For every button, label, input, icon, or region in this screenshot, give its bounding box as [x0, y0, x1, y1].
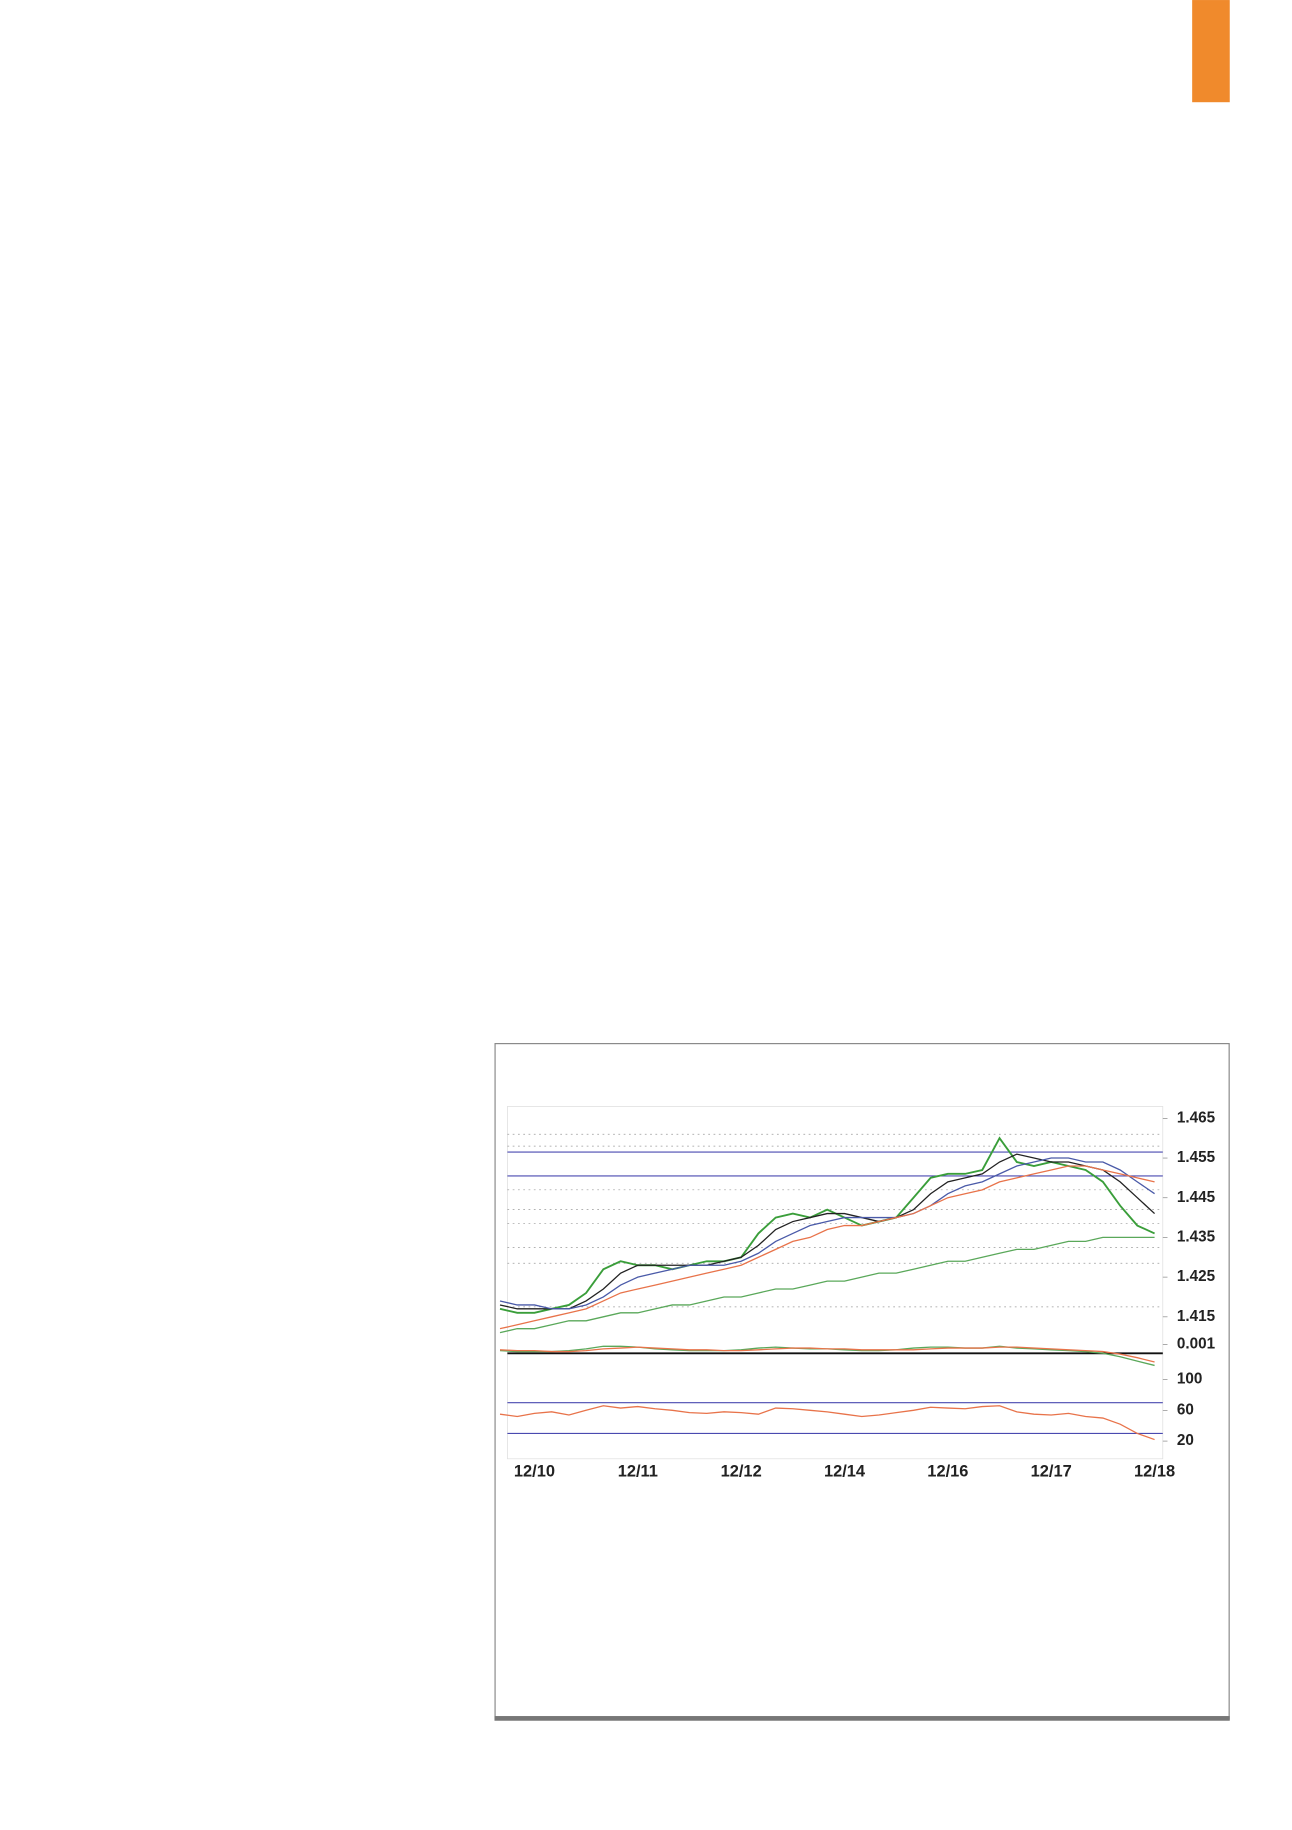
section-tab — [1192, 0, 1230, 103]
y-tick-label: 100 — [1177, 1371, 1202, 1388]
y-tick-label: 20 — [1177, 1432, 1194, 1449]
series-line — [499, 1346, 1155, 1363]
y-tick-label: 1.435 — [1177, 1228, 1216, 1245]
frame-bar — [494, 1716, 1230, 1721]
x-tick-label: 12/16 — [927, 1462, 968, 1480]
y-tick-label: 1.445 — [1177, 1189, 1216, 1206]
series-line — [499, 1405, 1155, 1441]
x-tick-label: 12/14 — [824, 1462, 866, 1480]
y-tick-label: 60 — [1177, 1401, 1194, 1418]
y-tick-label: 1.455 — [1177, 1149, 1216, 1166]
x-tick-label: 12/12 — [721, 1462, 762, 1480]
series-line — [499, 1165, 1155, 1330]
y-tick-label: 1.415 — [1177, 1308, 1216, 1325]
series-line — [499, 1153, 1156, 1310]
series-line — [499, 1236, 1155, 1334]
y-tick-label: 0.001 — [1177, 1336, 1216, 1353]
y-tick-label: 1.425 — [1177, 1268, 1216, 1285]
series-line — [499, 1136, 1155, 1314]
x-tick-label: 12/10 — [514, 1462, 555, 1480]
plot-area — [507, 1106, 1164, 1460]
chart-frame — [494, 1043, 1230, 1720]
y-tick-label: 1.465 — [1177, 1109, 1216, 1126]
x-tick-label: 12/18 — [1134, 1462, 1175, 1480]
series-line — [499, 1157, 1155, 1310]
x-tick-label: 12/11 — [618, 1462, 658, 1480]
x-tick-label: 12/17 — [1031, 1462, 1072, 1480]
